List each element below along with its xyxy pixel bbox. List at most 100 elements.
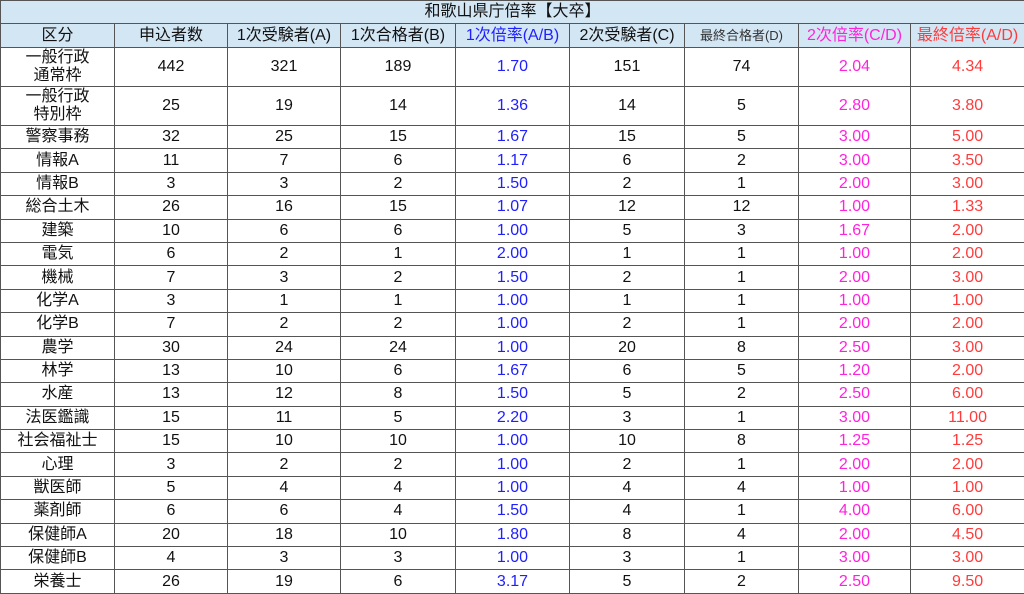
cell-first-examinees: 7 bbox=[228, 149, 341, 172]
cell-applicants: 13 bbox=[115, 359, 228, 382]
cell-category: 栄養士 bbox=[1, 570, 115, 593]
cell-first-ratio: 1.50 bbox=[456, 266, 570, 289]
cell-first-passers: 1 bbox=[341, 289, 456, 312]
cell-first-ratio: 1.50 bbox=[456, 500, 570, 523]
header-first-examinees: 1次受験者(A) bbox=[228, 24, 341, 48]
cell-second-examinees: 6 bbox=[570, 149, 685, 172]
cell-category: 情報B bbox=[1, 172, 115, 195]
cell-second-ratio: 2.50 bbox=[799, 383, 911, 406]
cell-final-passers: 8 bbox=[685, 336, 799, 359]
cell-first-examinees: 10 bbox=[228, 359, 341, 382]
cell-final-passers: 1 bbox=[685, 500, 799, 523]
cell-second-examinees: 4 bbox=[570, 500, 685, 523]
cell-final-ratio: 2.00 bbox=[911, 242, 1024, 265]
cell-first-passers: 6 bbox=[341, 219, 456, 242]
cell-second-ratio: 4.00 bbox=[799, 500, 911, 523]
cell-second-ratio: 3.00 bbox=[799, 149, 911, 172]
cell-category: 法医鑑識 bbox=[1, 406, 115, 429]
cell-first-ratio: 1.07 bbox=[456, 196, 570, 219]
cell-second-ratio: 3.00 bbox=[799, 406, 911, 429]
cell-final-ratio: 2.00 bbox=[911, 359, 1024, 382]
cell-applicants: 4 bbox=[115, 547, 228, 570]
cell-category: 化学A bbox=[1, 289, 115, 312]
cell-category: 警察事務 bbox=[1, 126, 115, 149]
cell-final-passers: 1 bbox=[685, 172, 799, 195]
cell-category: 水産 bbox=[1, 383, 115, 406]
cell-first-examinees: 2 bbox=[228, 242, 341, 265]
cell-second-examinees: 8 bbox=[570, 523, 685, 546]
cell-second-examinees: 6 bbox=[570, 359, 685, 382]
cell-second-ratio: 2.80 bbox=[799, 87, 911, 126]
cell-category: 一般行政 通常枠 bbox=[1, 48, 115, 87]
cell-first-examinees: 6 bbox=[228, 500, 341, 523]
cell-final-ratio: 4.50 bbox=[911, 523, 1024, 546]
cell-final-ratio: 3.00 bbox=[911, 336, 1024, 359]
cell-final-passers: 5 bbox=[685, 359, 799, 382]
cell-second-examinees: 5 bbox=[570, 570, 685, 593]
cell-final-ratio: 4.34 bbox=[911, 48, 1024, 87]
cell-first-examinees: 25 bbox=[228, 126, 341, 149]
cell-first-passers: 2 bbox=[341, 453, 456, 476]
cell-applicants: 3 bbox=[115, 172, 228, 195]
cell-first-examinees: 4 bbox=[228, 476, 341, 499]
cell-category: 保健師B bbox=[1, 547, 115, 570]
cell-applicants: 3 bbox=[115, 289, 228, 312]
cell-second-ratio: 2.00 bbox=[799, 172, 911, 195]
cell-category: 機械 bbox=[1, 266, 115, 289]
cell-first-ratio: 1.50 bbox=[456, 172, 570, 195]
cell-first-ratio: 1.67 bbox=[456, 359, 570, 382]
cell-category: 保健師A bbox=[1, 523, 115, 546]
cell-first-passers: 8 bbox=[341, 383, 456, 406]
cell-final-passers: 1 bbox=[685, 453, 799, 476]
cell-final-ratio: 3.80 bbox=[911, 87, 1024, 126]
cell-first-ratio: 1.00 bbox=[456, 313, 570, 336]
cell-first-examinees: 3 bbox=[228, 172, 341, 195]
cell-first-ratio: 1.00 bbox=[456, 289, 570, 312]
cell-applicants: 30 bbox=[115, 336, 228, 359]
header-final-ratio: 最終倍率(A/D) bbox=[911, 24, 1024, 48]
cell-first-ratio: 2.20 bbox=[456, 406, 570, 429]
cell-second-ratio: 2.04 bbox=[799, 48, 911, 87]
cell-applicants: 7 bbox=[115, 266, 228, 289]
cell-final-passers: 12 bbox=[685, 196, 799, 219]
cell-applicants: 15 bbox=[115, 430, 228, 453]
cell-category: 薬剤師 bbox=[1, 500, 115, 523]
cell-first-ratio: 1.00 bbox=[456, 547, 570, 570]
cell-first-ratio: 1.67 bbox=[456, 126, 570, 149]
cell-second-examinees: 2 bbox=[570, 266, 685, 289]
cell-final-ratio: 2.00 bbox=[911, 313, 1024, 336]
cell-first-passers: 2 bbox=[341, 172, 456, 195]
cell-final-ratio: 1.00 bbox=[911, 289, 1024, 312]
cell-final-ratio: 1.25 bbox=[911, 430, 1024, 453]
header-first-ratio: 1次倍率(A/B) bbox=[456, 24, 570, 48]
cell-final-ratio: 5.00 bbox=[911, 126, 1024, 149]
cell-first-ratio: 1.80 bbox=[456, 523, 570, 546]
cell-second-ratio: 1.00 bbox=[799, 476, 911, 499]
cell-first-ratio: 1.50 bbox=[456, 383, 570, 406]
cell-first-examinees: 11 bbox=[228, 406, 341, 429]
cell-final-ratio: 11.00 bbox=[911, 406, 1024, 429]
header-category: 区分 bbox=[1, 24, 115, 48]
cell-final-ratio: 9.50 bbox=[911, 570, 1024, 593]
cell-second-ratio: 1.00 bbox=[799, 196, 911, 219]
cell-final-ratio: 1.33 bbox=[911, 196, 1024, 219]
cell-second-ratio: 2.00 bbox=[799, 523, 911, 546]
cell-final-passers: 5 bbox=[685, 126, 799, 149]
cell-category: 建築 bbox=[1, 219, 115, 242]
cell-first-examinees: 24 bbox=[228, 336, 341, 359]
header-second-examinees: 2次受験者(C) bbox=[570, 24, 685, 48]
header-first-passers: 1次合格者(B) bbox=[341, 24, 456, 48]
